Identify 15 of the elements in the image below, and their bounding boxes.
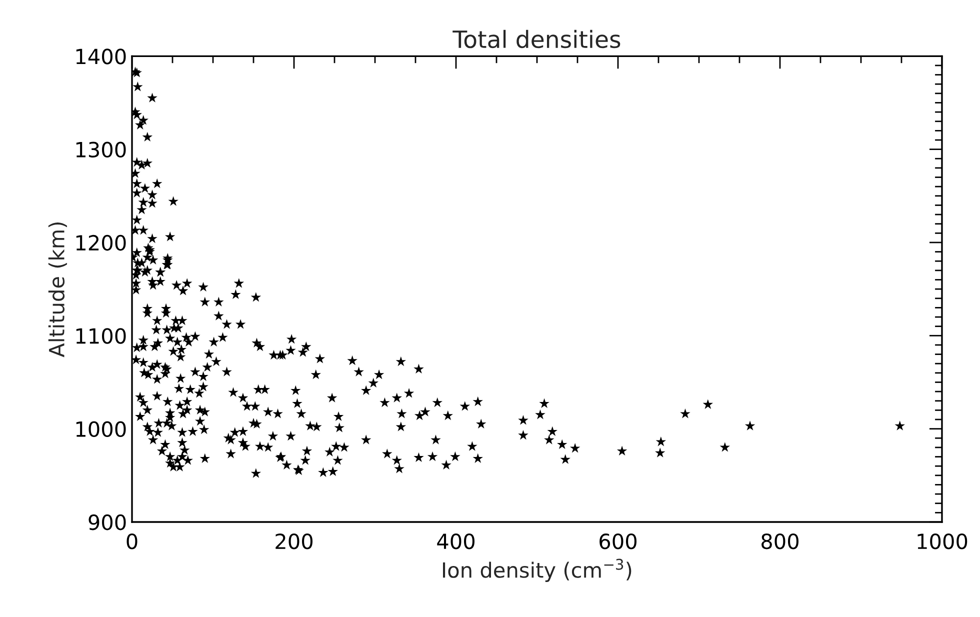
x-axis-title: Ion density (cm$^{−3}$)	[442, 558, 632, 582]
y-tick-label: 900	[88, 514, 126, 530]
y-tick-label: 1000	[76, 421, 126, 438]
x-tick-label: 0	[126, 533, 138, 550]
x-tick-label: 400	[437, 533, 474, 550]
y-axis-title: Altitude (km)	[48, 222, 67, 358]
x-tick-label: 800	[762, 533, 798, 550]
chart-title: Total densities	[452, 30, 620, 48]
y-tick-label: 1300	[76, 142, 126, 158]
y-tick-label: 1100	[76, 328, 126, 344]
x-tick-label: 1000	[918, 533, 968, 550]
y-tick-label: 1200	[76, 234, 126, 251]
y-tick-label: 1400	[76, 48, 126, 64]
x-tick-label: 600	[600, 533, 636, 550]
x-tick-label: 200	[276, 533, 312, 550]
